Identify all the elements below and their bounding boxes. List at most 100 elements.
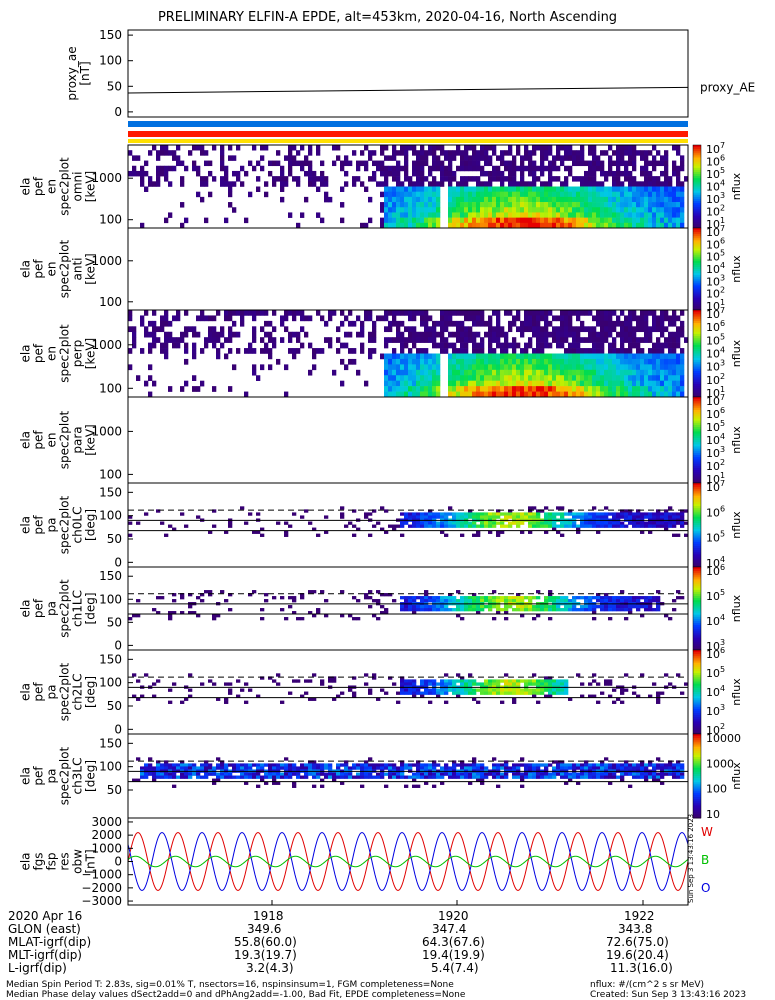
heatmap-cell — [552, 331, 557, 338]
heatmap-cell — [488, 202, 493, 208]
heatmap-cell — [620, 688, 625, 692]
heatmap-cell — [492, 165, 497, 172]
colorbar-segment — [693, 242, 701, 245]
heatmap-cell — [600, 326, 605, 333]
heatmap-cell — [500, 524, 505, 528]
heatmap-cell — [564, 207, 569, 213]
heatmap-cell — [268, 676, 273, 680]
heatmap-cell — [380, 775, 385, 779]
heatmap-cell — [476, 181, 481, 187]
heatmap-cell — [460, 364, 465, 371]
series-line-b — [127, 855, 689, 868]
heatmap-cell — [300, 342, 305, 349]
heatmap-cell — [668, 391, 673, 398]
heatmap-cell — [528, 524, 533, 528]
heatmap-cell — [428, 772, 433, 776]
heatmap-cell — [340, 160, 345, 167]
heatmap-cell — [228, 181, 233, 187]
heatmap-cell — [400, 358, 405, 365]
colorbar-segment — [693, 612, 701, 616]
heatmap-cell — [420, 386, 425, 392]
colorbar-segment — [693, 379, 701, 383]
heatmap-cell — [564, 781, 569, 785]
heatmap-cell — [408, 202, 413, 208]
heatmap-cell — [540, 170, 545, 177]
heatmap-cell — [592, 763, 597, 767]
heatmap-cell — [632, 196, 637, 203]
heatmap-cell — [656, 191, 661, 198]
heatmap-cell — [516, 145, 521, 151]
heatmap-cell — [296, 331, 301, 338]
heatmap-cell — [440, 181, 445, 187]
heatmap-cell — [528, 682, 533, 686]
heatmap-cell — [248, 512, 253, 516]
heatmap-cell — [184, 165, 189, 172]
heatmap-cell — [668, 337, 673, 343]
heatmap-cell — [632, 763, 637, 767]
heatmap-cell — [396, 772, 401, 776]
heatmap-cell — [652, 160, 657, 167]
heatmap-cell — [504, 691, 509, 695]
heatmap-cell — [680, 331, 685, 338]
heatmap-cell — [384, 176, 389, 182]
heatmap-cell — [636, 320, 641, 327]
heatmap-cell — [144, 673, 149, 677]
heatmap-cell — [140, 176, 145, 182]
heatmap-cell — [672, 608, 677, 612]
heatmap-cell — [412, 763, 417, 767]
colorbar-label: nflux — [730, 426, 743, 454]
colorbar-segment — [693, 178, 701, 181]
heatmap-cell — [228, 521, 233, 525]
colorbar-segment — [693, 656, 701, 659]
heatmap-cell — [552, 191, 557, 198]
y-axis-label-group: ela pef en spec2plot para [keV] — [19, 410, 98, 469]
heatmap-cell — [628, 766, 633, 770]
heatmap-cell — [408, 691, 413, 695]
colorbar-segment — [693, 637, 701, 641]
heatmap-cell — [512, 186, 517, 192]
heatmap-cell — [456, 691, 461, 695]
heatmap-cell — [528, 763, 533, 767]
heatmap-cell — [392, 315, 397, 322]
heatmap-cell — [556, 599, 561, 603]
heatmap-cell — [528, 369, 533, 376]
heatmap-cell — [460, 348, 465, 354]
heatmap-cell — [140, 320, 145, 327]
heatmap-cell — [176, 155, 181, 161]
ephem-value: 1918 — [253, 909, 284, 923]
heatmap-cell — [488, 391, 493, 398]
heatmap-cell — [600, 202, 605, 208]
heatmap-cell — [436, 165, 441, 172]
heatmap-cell — [600, 320, 605, 327]
heatmap-cell — [484, 512, 489, 516]
heatmap-cell — [656, 160, 661, 167]
heatmap-cell — [468, 222, 473, 229]
heatmap-cell — [436, 515, 441, 519]
heatmap-cell — [544, 596, 549, 600]
heatmap-cell — [624, 326, 629, 333]
heatmap-cell — [640, 155, 645, 161]
heatmap-cell — [540, 202, 545, 208]
heatmap-cell — [624, 196, 629, 203]
heatmap-cell — [536, 763, 541, 767]
heatmap-cell — [460, 337, 465, 343]
heatmap-cell — [664, 673, 669, 677]
heatmap-cell — [464, 337, 469, 343]
heatmap-cell — [588, 348, 593, 354]
heatmap-cell — [260, 527, 265, 531]
heatmap-cell — [528, 512, 533, 516]
heatmap-cell — [212, 342, 217, 349]
heatmap-cell — [416, 688, 421, 692]
colorbar-segment — [693, 188, 701, 192]
heatmap-cell — [340, 590, 345, 594]
heatmap-cell — [416, 222, 421, 229]
heatmap-cell — [596, 682, 601, 686]
heatmap-cell — [648, 763, 653, 767]
heatmap-cell — [568, 521, 573, 525]
heatmap-cell — [640, 760, 645, 764]
heatmap-cell — [480, 524, 485, 528]
heatmap-cell — [396, 160, 401, 167]
heatmap-cell — [652, 348, 657, 354]
heatmap-cell — [632, 772, 637, 776]
colorbar-segment — [693, 778, 701, 781]
